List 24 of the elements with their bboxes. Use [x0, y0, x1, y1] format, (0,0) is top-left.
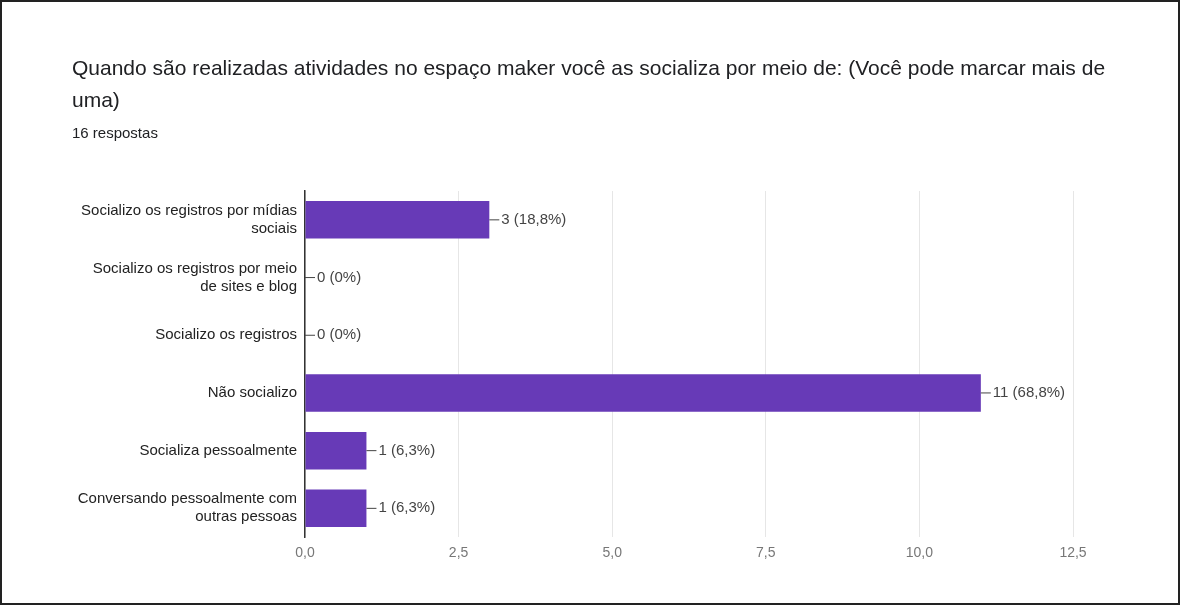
data-label: 11 (68,8%) [992, 383, 1066, 401]
y-tick-label: Socializo os registros por mídias sociais [81, 200, 297, 236]
x-tick-label: 12,5 [1059, 544, 1087, 561]
text: 16 respostas [72, 124, 158, 141]
bar [305, 431, 367, 470]
y-tick-label: Socializo os registros [155, 325, 297, 343]
data-label: 1 (6,3%) [378, 440, 436, 458]
x-tick-label: 10,0 [905, 544, 934, 561]
y-tick-label: Socializa pessoalmente [139, 440, 297, 458]
bar [305, 374, 981, 412]
x-tick-label: 7,5 [756, 544, 776, 561]
x-tick-label: 0,0 [295, 544, 315, 561]
data-label: 0 (0%) [317, 325, 362, 343]
y-tick-label: Socializo os registros por meio de sites e blog [92, 258, 297, 294]
bar [305, 201, 490, 239]
y-tick-label: Conversando pessoalmente com outras pessoas [77, 489, 297, 525]
chart-title: Quando são realizadas atividades no espaço maker você as socializa por meio de: (Você pode marcar mais de uma) [72, 55, 1107, 113]
data-label: 3 (18,8%) [501, 209, 567, 227]
x-tick-label: 2,5 [448, 544, 469, 561]
data-label: 1 (6,3%) [378, 498, 436, 516]
y-tick-label: Não socializo [207, 383, 297, 401]
x-tick-label: 5,0 [602, 544, 623, 561]
bar [305, 489, 367, 528]
data-label: 0 (0%) [317, 267, 362, 285]
